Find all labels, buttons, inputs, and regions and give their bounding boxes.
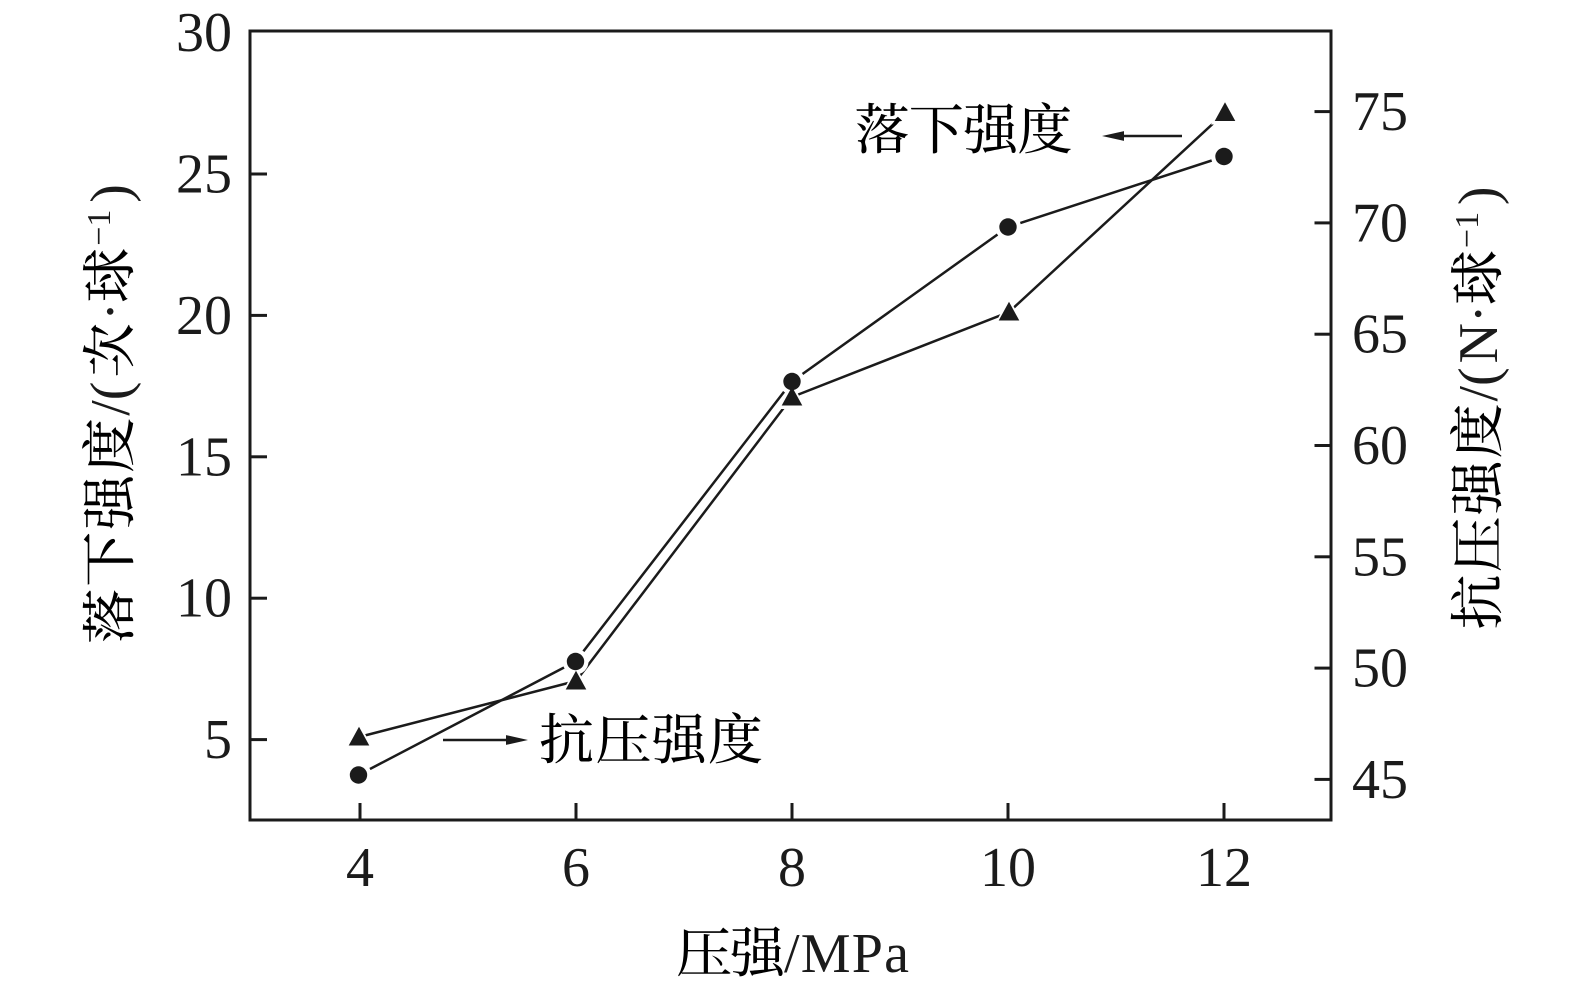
- svg-text:25: 25: [176, 144, 232, 206]
- svg-text:50: 50: [1352, 638, 1408, 700]
- svg-text:45: 45: [1352, 749, 1408, 811]
- svg-text:60: 60: [1352, 415, 1408, 477]
- svg-text:5: 5: [204, 709, 232, 771]
- svg-text:·: ·: [80, 302, 142, 321]
- svg-text:12: 12: [1196, 837, 1252, 899]
- svg-text:15: 15: [176, 426, 232, 488]
- svg-text:8: 8: [778, 837, 806, 899]
- svg-text:·: ·: [1448, 304, 1510, 323]
- svg-text:/(: /(: [1448, 367, 1510, 401]
- svg-text:4: 4: [346, 837, 374, 899]
- svg-text:75: 75: [1352, 81, 1408, 143]
- svg-text:6: 6: [562, 837, 590, 899]
- svg-text:−1: −1: [81, 210, 118, 246]
- svg-text:20: 20: [176, 285, 232, 347]
- svg-text:): ): [80, 184, 142, 203]
- svg-text:): ): [1448, 186, 1510, 205]
- svg-text:−1: −1: [1449, 212, 1486, 248]
- svg-text:10: 10: [176, 568, 232, 630]
- svg-text:65: 65: [1352, 304, 1408, 366]
- svg-text:10: 10: [980, 837, 1036, 899]
- svg-text:/MPa: /MPa: [784, 923, 910, 985]
- svg-text:55: 55: [1352, 526, 1408, 588]
- svg-text:/(: /(: [80, 382, 142, 416]
- svg-text:30: 30: [176, 2, 232, 64]
- svg-text:N: N: [1448, 323, 1510, 363]
- svg-text:70: 70: [1352, 192, 1408, 254]
